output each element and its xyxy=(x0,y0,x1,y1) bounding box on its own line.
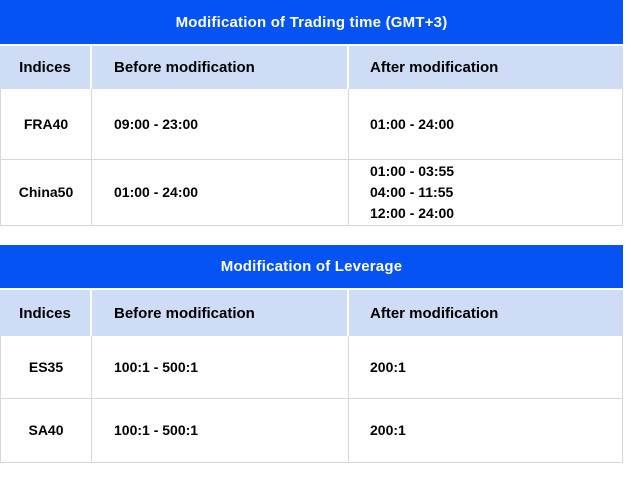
index-cell: China50 xyxy=(18,184,74,200)
column-header-indices: Indices xyxy=(19,304,71,322)
after-modification-cell: 01:00 - 24:00 xyxy=(348,89,622,159)
column-header-after-modification: After modification xyxy=(347,46,623,89)
leverage-line: 200:1 xyxy=(370,422,406,438)
before-modification-cell: 100:1 - 500:1 xyxy=(91,399,348,462)
table-row-china50: China50 01:00 - 24:00 01:00 - 03:55 04:0… xyxy=(0,160,623,226)
table-row-es35: ES35 100:1 - 500:1 200:1 xyxy=(0,336,623,399)
time-range-line: 12:00 - 24:00 xyxy=(370,205,455,221)
before-modification-cell: 100:1 - 500:1 xyxy=(91,336,348,398)
announcement-page: Modification of Trading time (GMT+3) Ind… xyxy=(0,0,631,463)
table-spacer xyxy=(0,226,631,245)
column-header-after-modification: After modification xyxy=(347,290,623,336)
time-range-line: 01:00 - 03:55 xyxy=(370,163,455,179)
before-modification-cell: 01:00 - 24:00 xyxy=(91,160,348,225)
table-row-sa40: SA40 100:1 - 500:1 200:1 xyxy=(0,399,623,463)
trading-time-table-title: Modification of Trading time (GMT+3) xyxy=(0,0,623,46)
index-cell: ES35 xyxy=(28,358,64,375)
leverage-table: Modification of Leverage Indices Before … xyxy=(0,245,623,463)
index-cell: SA40 xyxy=(28,422,64,438)
after-modification-cell: 200:1 xyxy=(348,399,622,462)
after-modification-cell: 01:00 - 03:55 04:00 - 11:55 12:00 - 24:0… xyxy=(348,160,622,225)
leverage-table-title: Modification of Leverage xyxy=(0,245,623,290)
time-range-line: 01:00 - 24:00 xyxy=(370,115,455,132)
table-row-fra40: FRA40 09:00 - 23:00 01:00 - 24:00 xyxy=(0,89,623,160)
trading-time-header-row: Indices Before modification After modifi… xyxy=(0,46,623,89)
leverage-line: 200:1 xyxy=(370,358,406,375)
column-header-indices: Indices xyxy=(19,59,71,76)
trading-time-table: Modification of Trading time (GMT+3) Ind… xyxy=(0,0,623,226)
time-range-line: 04:00 - 11:55 xyxy=(370,184,454,200)
after-modification-cell: 200:1 xyxy=(348,336,622,398)
column-header-before-modification: Before modification xyxy=(90,290,347,336)
index-cell: FRA40 xyxy=(23,115,69,132)
column-header-before-modification: Before modification xyxy=(90,46,347,89)
leverage-header-row: Indices Before modification After modifi… xyxy=(0,290,623,336)
before-modification-cell: 09:00 - 23:00 xyxy=(91,89,348,159)
